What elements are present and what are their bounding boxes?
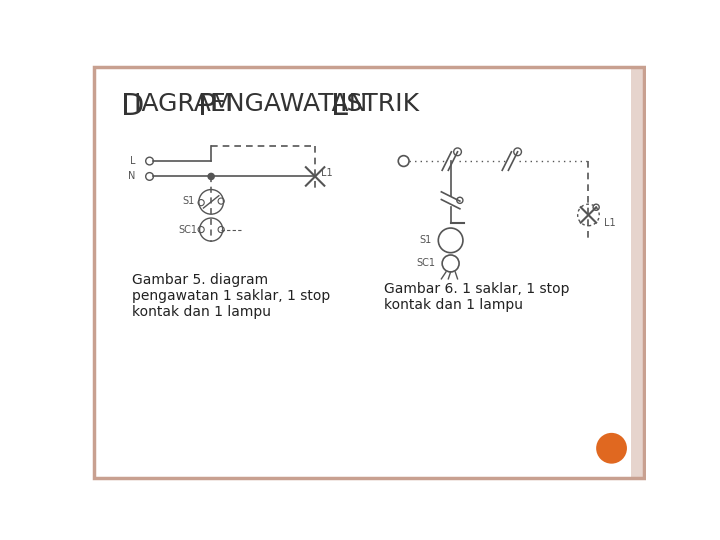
- Text: L: L: [330, 92, 348, 121]
- Text: S1: S1: [420, 235, 432, 245]
- Text: L: L: [130, 156, 135, 166]
- Text: SC1: SC1: [179, 225, 198, 234]
- Text: P: P: [198, 92, 217, 121]
- FancyBboxPatch shape: [94, 67, 644, 478]
- Circle shape: [208, 173, 215, 179]
- Text: L1: L1: [321, 167, 333, 178]
- Text: Gambar 6. 1 saklar, 1 stop
kontak dan 1 lampu: Gambar 6. 1 saklar, 1 stop kontak dan 1 …: [384, 282, 570, 312]
- Text: S1: S1: [182, 196, 194, 206]
- Text: Gambar 5. diagram
pengawatan 1 saklar, 1 stop
kontak dan 1 lampu: Gambar 5. diagram pengawatan 1 saklar, 1…: [132, 273, 330, 319]
- Text: D: D: [121, 92, 145, 121]
- Text: ISTRIK: ISTRIK: [340, 92, 420, 116]
- Circle shape: [596, 433, 627, 464]
- Text: N: N: [128, 172, 135, 181]
- Text: L1: L1: [604, 218, 616, 228]
- Text: ENGAWATAN: ENGAWATAN: [210, 92, 376, 116]
- Text: SC1: SC1: [417, 259, 436, 268]
- Text: IAGRAM: IAGRAM: [134, 92, 240, 116]
- Bar: [631, 67, 644, 478]
